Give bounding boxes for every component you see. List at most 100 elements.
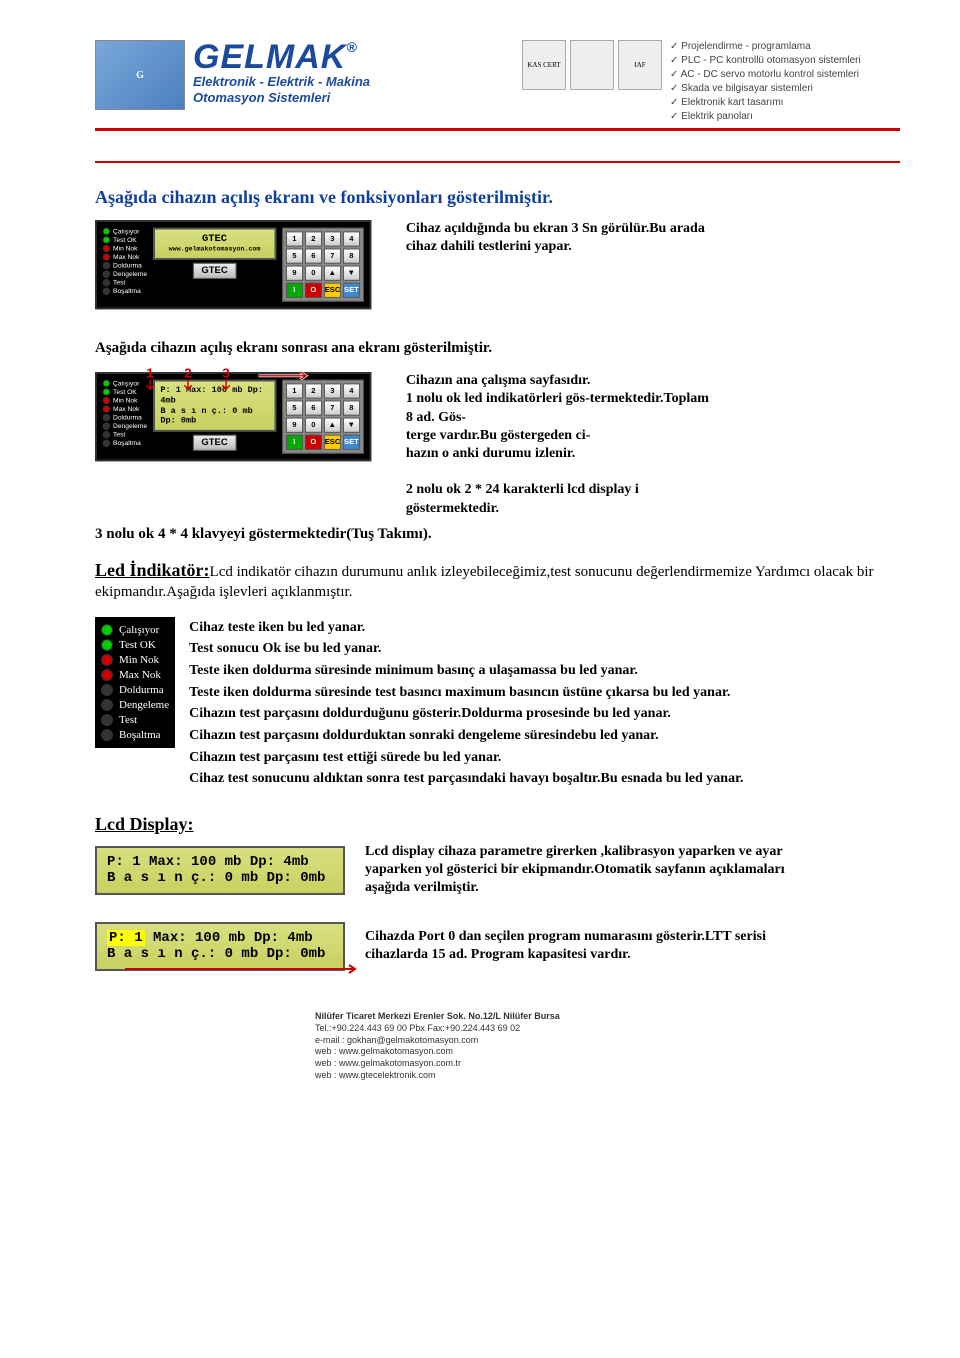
key-4[interactable]: 4	[343, 231, 360, 246]
key-3[interactable]: 3	[324, 231, 341, 246]
cert-iaf: IAF	[618, 40, 662, 90]
led-label: Min Nok	[119, 654, 159, 666]
service-item: Elektronik kart tasarımı	[670, 96, 900, 110]
key-4[interactable]: 4	[343, 384, 360, 399]
keypad: 1234 5678 90▲▼ IOESCSET	[282, 228, 364, 302]
key-9[interactable]: 9	[286, 266, 303, 281]
red-divider	[95, 161, 900, 163]
led-boşaltma	[103, 440, 111, 448]
lcd-display-main: P: 1 Max: 100 mb Dp: 4mb B a s ı n ç.: 0…	[153, 380, 276, 432]
section-title-2: Aşağıda cihazın açılış ekranı sonrası an…	[95, 338, 900, 358]
led-label: Boşaltma	[113, 440, 141, 447]
led-desc-line: Cihazın test parçasını doldurduktan sonr…	[189, 725, 743, 747]
led-desc-line: Cihaz test sonucunu aldıktan sonra test …	[189, 768, 743, 790]
key-set[interactable]: SET	[343, 435, 360, 450]
key-7[interactable]: 7	[324, 401, 341, 416]
led-label: Çalışıyor	[113, 228, 139, 235]
lcd-line-1: P: 1 Max: 100 mb Dp: 4mb	[107, 930, 333, 947]
led-label: Test OK	[119, 639, 156, 651]
key-2[interactable]: 2	[305, 384, 322, 399]
led-row: Doldurma	[103, 414, 147, 422]
keypad-desc: 3 nolu ok 4 * 4 klavyeyi göstermektedir(…	[95, 524, 900, 544]
registered-mark: ®	[346, 39, 357, 55]
key-esc[interactable]: ESC	[324, 435, 341, 450]
main-screen-desc: Cihazın ana çalışma sayfasıdır. 1 nolu o…	[406, 372, 716, 518]
logo: G	[95, 40, 185, 110]
led-row: Max Nok	[103, 406, 147, 414]
led-indicator	[101, 684, 113, 696]
led-label: Test	[119, 714, 137, 726]
lcd-line-2: www.gelmakotomasyon.com	[160, 246, 268, 254]
led-row: Boşaltma	[103, 287, 147, 295]
led-desc-line: Cihazın test parçasını test ettiği süred…	[189, 747, 743, 769]
led-indicator-section: Led İndikatör:Lcd indikatör cihazın duru…	[95, 558, 900, 603]
key-▲[interactable]: ▲	[324, 418, 341, 433]
led-label: Boşaltma	[113, 288, 141, 295]
led-row: Test	[103, 279, 147, 287]
lcd-desc-2: Cihazda Port 0 dan seçilen program numar…	[365, 928, 795, 964]
led-indicator	[101, 699, 113, 711]
led-test-ok	[103, 236, 111, 244]
led-row: Çalışıyor	[103, 228, 147, 236]
led-row: Test	[101, 713, 169, 727]
key-esc[interactable]: ESC	[324, 283, 341, 298]
service-item: PLC - PC kontrollü otomasyon sistemleri	[670, 54, 900, 68]
led-min-nok	[103, 397, 111, 405]
led-label: Dengeleme	[113, 423, 147, 430]
brand-sub-2: Otomasyon Sistemleri	[193, 90, 514, 106]
led-legend-panel: ÇalışıyorTest OKMin NokMax NokDoldurmaDe…	[95, 617, 175, 748]
led-row: Boşaltma	[103, 440, 147, 448]
key-i[interactable]: I	[286, 435, 303, 450]
lcd-desc-1: Lcd display cihaza parametre girerken ,k…	[365, 843, 795, 898]
key-▲[interactable]: ▲	[324, 266, 341, 281]
led-desc-line: Teste iken doldurma süresinde test basın…	[189, 682, 743, 704]
brand-badge: GTEC	[193, 435, 236, 451]
led-label: Min Nok	[113, 397, 137, 404]
led-row: Doldurma	[103, 262, 147, 270]
key-▼[interactable]: ▼	[343, 266, 360, 281]
certifications: KAS CERT IAF	[522, 40, 662, 90]
led-panel: ÇalışıyorTest OKMin NokMax NokDoldurmaDe…	[103, 380, 147, 454]
led-label: Max Nok	[119, 669, 161, 681]
key-o[interactable]: O	[305, 283, 322, 298]
key-8[interactable]: 8	[343, 401, 360, 416]
key-9[interactable]: 9	[286, 418, 303, 433]
led-label: Test	[113, 432, 125, 439]
led-doldurma	[103, 414, 111, 422]
led-intro: Lcd indikatör cihazın durumunu anlık izl…	[95, 564, 874, 600]
key-3[interactable]: 3	[324, 384, 341, 399]
service-item: Elektrik panoları	[670, 110, 900, 124]
lcd-line-1: P: 1 Max: 100 mb Dp: 4mb	[107, 854, 333, 871]
led-desc-line: Teste iken doldurma süresinde minimum ba…	[189, 660, 743, 682]
key-set[interactable]: SET	[343, 283, 360, 298]
key-6[interactable]: 6	[305, 249, 322, 264]
key-5[interactable]: 5	[286, 401, 303, 416]
led-label: Boşaltma	[119, 729, 161, 741]
lcd-line-2: B a s ı n ç.: 0 mb Dp: 0mb	[160, 406, 268, 427]
led-label: Doldurma	[119, 684, 164, 696]
led-çalışıyor	[103, 228, 111, 236]
key-7[interactable]: 7	[324, 249, 341, 264]
led-max-nok	[103, 253, 111, 261]
lcd-line-1: GTEC	[160, 233, 268, 246]
led-desc-line: Cihazın test parçasını doldurduğunu göst…	[189, 703, 743, 725]
key-▼[interactable]: ▼	[343, 418, 360, 433]
key-5[interactable]: 5	[286, 249, 303, 264]
key-6[interactable]: 6	[305, 401, 322, 416]
services-list: Projelendirme - programlamaPLC - PC kont…	[670, 40, 900, 124]
service-item: Projelendirme - programlama	[670, 40, 900, 54]
key-1[interactable]: 1	[286, 384, 303, 399]
key-2[interactable]: 2	[305, 231, 322, 246]
key-o[interactable]: O	[305, 435, 322, 450]
led-label: Test	[113, 279, 125, 286]
key-8[interactable]: 8	[343, 249, 360, 264]
led-row: Test OK	[101, 638, 169, 652]
key-0[interactable]: 0	[305, 266, 322, 281]
led-test	[103, 279, 111, 287]
led-label: Test OK	[113, 389, 137, 396]
service-item: AC - DC servo motorlu kontrol sistemleri	[670, 68, 900, 82]
key-0[interactable]: 0	[305, 418, 322, 433]
key-i[interactable]: I	[286, 283, 303, 298]
key-1[interactable]: 1	[286, 231, 303, 246]
lcd-line-2: B a s ı n ç.: 0 mb Dp: 0mb	[107, 870, 333, 887]
